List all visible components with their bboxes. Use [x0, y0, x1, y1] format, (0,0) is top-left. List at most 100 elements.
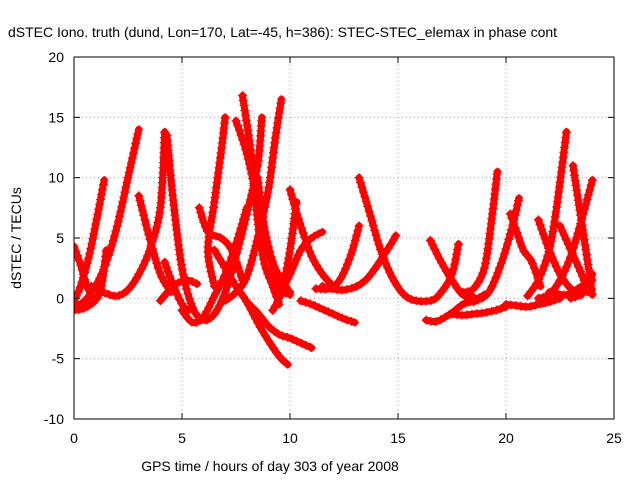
series-arc: [134, 191, 176, 297]
plus-marker: [75, 282, 85, 292]
plus-marker: [173, 278, 183, 288]
plus-marker: [123, 173, 133, 183]
plus-marker: [496, 303, 506, 313]
series-arc: [447, 302, 511, 320]
plus-marker: [208, 293, 218, 303]
plus-marker: [580, 204, 590, 214]
plus-marker: [573, 228, 583, 238]
plus-marker: [220, 113, 230, 123]
plus-marker: [431, 317, 441, 327]
plus-marker: [264, 273, 274, 283]
plus-marker: [152, 258, 162, 268]
plus-marker: [582, 255, 592, 265]
plus-marker: [293, 213, 303, 223]
plus-marker: [547, 232, 557, 242]
plus-marker: [180, 279, 190, 289]
plus-marker: [452, 244, 462, 254]
plus-marker: [215, 153, 225, 163]
plus-marker: [526, 301, 536, 311]
plus-marker: [540, 234, 550, 244]
plus-marker: [533, 215, 543, 225]
plus-marker: [285, 243, 295, 253]
plus-marker: [148, 244, 158, 254]
plus-marker: [469, 297, 479, 307]
plus-marker: [314, 303, 324, 313]
plus-marker: [118, 197, 128, 207]
plus-marker: [153, 217, 163, 227]
plus-marker: [346, 250, 356, 260]
plus-marker: [476, 273, 486, 283]
plus-marker: [210, 192, 220, 202]
plus-marker: [296, 338, 306, 348]
plus-marker: [173, 240, 183, 250]
plus-marker: [96, 194, 106, 204]
plus-marker: [281, 268, 291, 278]
series-arc: [566, 270, 597, 303]
plus-marker: [452, 249, 462, 259]
plus-marker: [582, 283, 592, 293]
plus-marker: [402, 292, 412, 302]
plus-marker: [289, 199, 299, 209]
plus-marker: [238, 214, 248, 224]
plus-marker: [584, 278, 594, 288]
plus-marker: [483, 244, 493, 254]
plus-marker: [271, 266, 281, 276]
plus-marker: [271, 128, 281, 138]
plus-marker: [211, 188, 221, 198]
plus-marker: [305, 247, 315, 257]
plus-marker: [209, 202, 219, 212]
plus-marker: [564, 257, 574, 267]
plus-marker: [238, 91, 247, 101]
x-axis-label: GPS time / hours of day 303 of year 2008: [141, 458, 399, 474]
plus-marker: [116, 207, 126, 217]
plus-marker: [347, 316, 357, 326]
plus-marker: [182, 284, 192, 294]
plus-marker: [421, 315, 431, 325]
plus-marker: [588, 270, 597, 279]
plus-marker: [233, 233, 243, 243]
plus-marker: [244, 130, 254, 140]
plus-marker: [353, 226, 363, 236]
x-tick-labels: 0 5 10 15 20 25: [70, 430, 622, 446]
plus-marker: [283, 332, 293, 342]
plus-marker: [97, 185, 107, 195]
plus-marker: [264, 182, 274, 192]
plus-marker: [251, 241, 261, 251]
plus-marker: [363, 201, 373, 211]
plus-marker: [242, 120, 252, 130]
plus-marker: [95, 286, 105, 296]
plus-marker: [580, 240, 590, 250]
plus-marker: [485, 229, 495, 239]
plus-marker: [450, 259, 460, 269]
plus-marker: [84, 253, 94, 263]
plus-marker: [289, 259, 299, 269]
plus-marker: [77, 277, 87, 287]
plus-marker: [256, 198, 266, 208]
plus-marker: [558, 157, 568, 167]
plus-marker: [568, 161, 578, 171]
plus-marker: [275, 292, 285, 302]
plus-marker: [278, 331, 288, 341]
plus-marker: [150, 227, 160, 237]
plus-marker: [361, 197, 371, 207]
plus-marker: [529, 263, 539, 273]
plus-marker: [209, 197, 219, 207]
plus-marker: [581, 199, 591, 209]
plus-marker: [208, 207, 218, 217]
plus-marker: [460, 298, 470, 308]
plus-marker: [287, 334, 297, 344]
plus-marker: [537, 224, 547, 234]
plus-marker: [238, 279, 248, 289]
plus-marker: [233, 121, 243, 131]
plus-marker: [293, 250, 303, 260]
plus-marker: [515, 237, 525, 247]
plus-marker: [231, 238, 241, 248]
data-series: [74, 91, 597, 369]
plus-marker: [317, 281, 327, 291]
plus-marker: [139, 210, 149, 220]
plus-marker: [133, 129, 143, 139]
plus-marker: [318, 227, 327, 236]
x-tick-label: 5: [178, 430, 186, 446]
plus-marker: [204, 227, 214, 237]
plus-marker: [205, 222, 215, 232]
